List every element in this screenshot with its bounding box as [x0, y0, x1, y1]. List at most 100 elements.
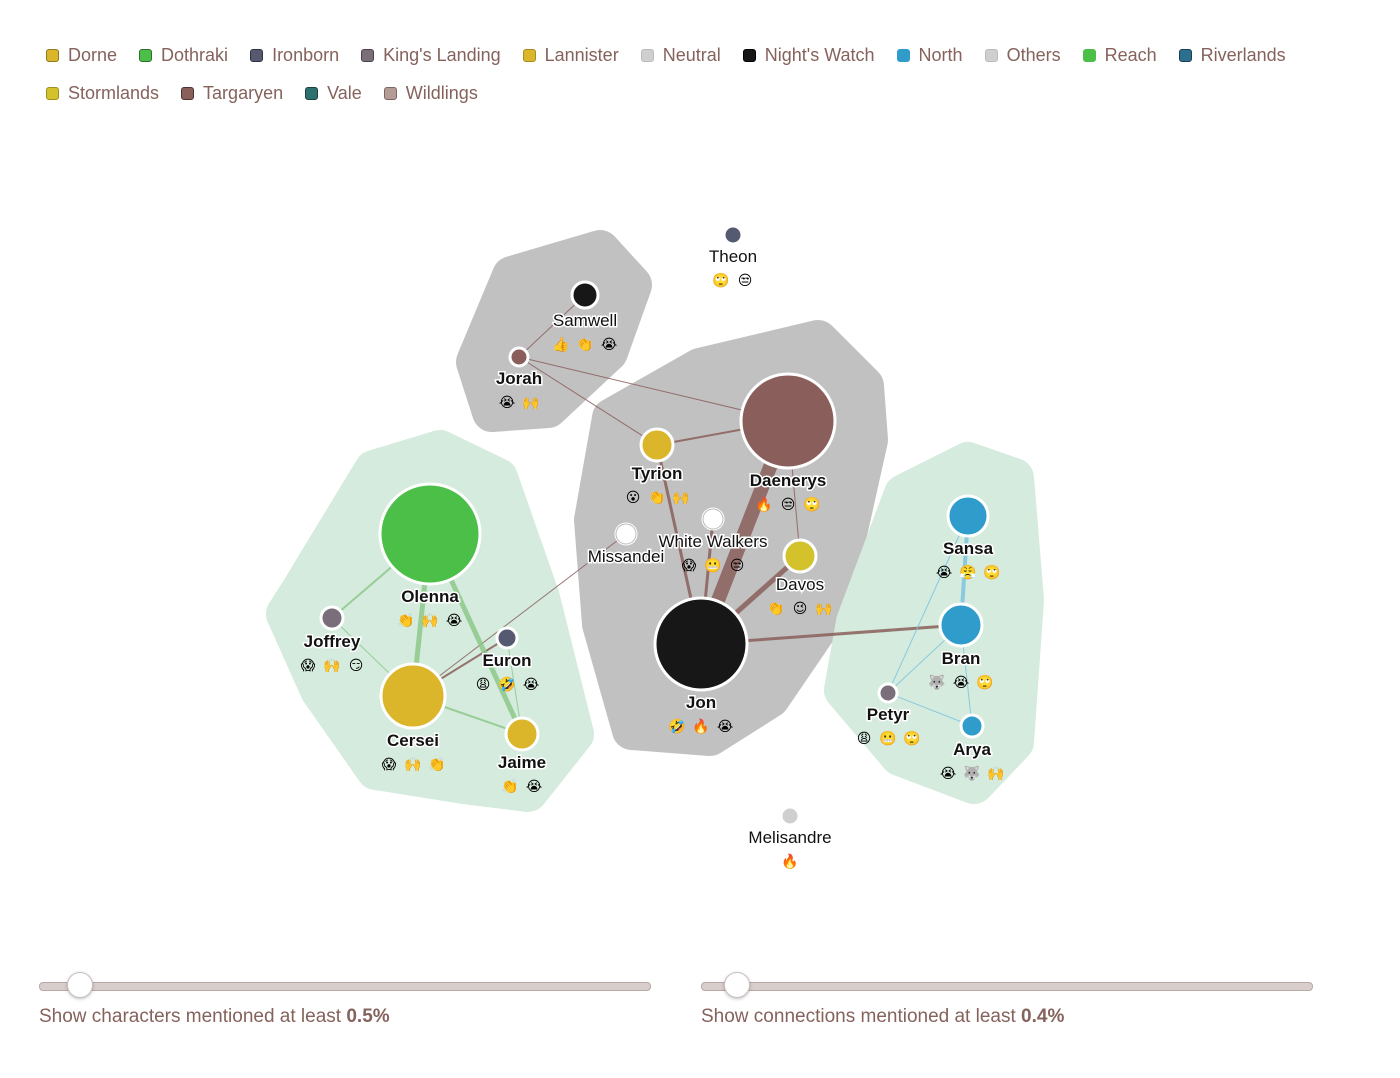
legend-item: Targaryen	[181, 82, 283, 104]
reaction-emoji: 🙌	[815, 600, 832, 617]
node-circle[interactable]	[495, 626, 519, 650]
reaction-emoji: 🔥	[781, 853, 798, 870]
edge-missandei-cersei	[412, 533, 627, 697]
node-missandei[interactable]: Missandei	[586, 522, 666, 568]
node-circle[interactable]	[938, 602, 984, 648]
reaction-emoji: 🙌	[323, 657, 340, 674]
reaction-emoji: 🙌	[522, 394, 539, 411]
reaction-emoji: 🙌	[987, 765, 1004, 782]
legend-label: Vale	[327, 83, 362, 103]
node-sansa[interactable]: Sansa 😭 😤 🙄	[936, 494, 1001, 581]
reaction-emoji: 🙄	[983, 564, 1000, 581]
reaction-emoji: 🙌	[672, 489, 689, 506]
node-circle[interactable]	[959, 713, 985, 739]
legend-label: Reach	[1104, 45, 1157, 65]
node-label: Jorah	[496, 369, 542, 388]
node-davos[interactable]: Davos 👏 😉 🙌	[767, 538, 833, 617]
node-circle[interactable]	[508, 346, 530, 368]
reaction-emoji: 🐺	[963, 765, 981, 782]
legend-swatch	[896, 48, 910, 62]
node-tyrion[interactable]: Tyrion 😮 👏 🙌	[626, 427, 690, 506]
node-joffrey[interactable]: Joffrey 😱 🙌 😏	[301, 605, 364, 674]
node-label: Arya	[953, 740, 991, 759]
legend-swatch	[46, 48, 59, 62]
node-circle[interactable]	[378, 482, 482, 586]
legend-label: Riverlands	[1200, 45, 1286, 65]
node-jon[interactable]: Jon🤣 🔥 😭	[653, 596, 749, 735]
reaction-emoji: 🙄	[803, 496, 820, 513]
reaction-emoji: 🙄	[903, 730, 920, 747]
reaction-emoji: 🤣	[667, 718, 685, 735]
node-bran[interactable]: Bran 🐺 😭 🙄	[928, 602, 994, 691]
node-circle[interactable]	[570, 280, 600, 310]
node-petyr[interactable]: Petyr 😩 😬 🙄	[857, 682, 921, 747]
node-circle[interactable]	[739, 372, 837, 470]
reaction-emoji: 🙄	[712, 272, 729, 289]
reaction-emoji: 🐺	[928, 674, 946, 691]
legend-item: Dothraki	[139, 44, 228, 66]
node-circle[interactable]	[877, 682, 899, 704]
slider-value: 0.5%	[346, 1006, 390, 1027]
legend-swatch	[1082, 48, 1096, 62]
node-jaime[interactable]: Jaime 👏 😭	[496, 716, 548, 795]
reaction-emoji: 🤣	[497, 676, 515, 693]
node-euron[interactable]: Euron 😩 🤣 😭	[476, 626, 539, 693]
slider-thumb[interactable]	[724, 972, 751, 998]
legend-item: Ironborn	[250, 44, 339, 66]
reaction-emoji: 🔥	[692, 718, 709, 735]
node-circle[interactable]	[782, 538, 818, 574]
node-circle[interactable]	[653, 596, 749, 692]
node-label: Samwell	[553, 311, 617, 330]
node-samwell[interactable]: Samwell 👍 👏 😭	[551, 280, 619, 353]
reaction-emoji: 😭	[526, 779, 542, 795]
legend-swatch	[742, 48, 756, 62]
edge-petyr-arya	[887, 692, 973, 727]
node-melisandre[interactable]: Melisandre 🔥	[747, 805, 833, 870]
reaction-emoji: 😒	[730, 558, 745, 574]
node-cersei[interactable]: Cersei 😱 🙌 👏	[379, 662, 447, 773]
legend-swatch	[46, 86, 59, 100]
slider-track[interactable]	[701, 982, 1313, 991]
reaction-emoji: 😱	[382, 757, 397, 773]
edge-jorah-tyrion	[518, 356, 658, 446]
node-label: Davos	[776, 575, 824, 594]
reaction-emoji: 👏	[576, 336, 593, 353]
legend-swatch	[250, 48, 264, 62]
slider-caption: Show characters mentioned at least 0.5%	[39, 1006, 390, 1028]
reaction-emoji: 😭	[523, 677, 539, 693]
node-jorah[interactable]: Jorah 😭 🙌	[494, 346, 544, 411]
node-label: Jaime	[498, 753, 546, 772]
node-white_walkers[interactable]: White Walkers 😱 😬 😒	[657, 507, 769, 574]
slider-caption-prefix: Show characters mentioned at least	[39, 1006, 347, 1027]
reaction-emoji: 😱	[301, 658, 316, 674]
node-circle[interactable]	[639, 427, 675, 463]
slider-thumb[interactable]	[67, 972, 94, 998]
reaction-emoji: 😬	[879, 730, 896, 747]
reaction-emoji: 😭	[601, 337, 617, 353]
node-arya[interactable]: Arya 😭 🐺 🙌	[940, 713, 1005, 782]
node-theon[interactable]: Theon 🙄 😒	[707, 224, 759, 289]
node-circle[interactable]	[722, 224, 744, 246]
legend-label: Night's Watch	[764, 45, 875, 65]
node-label: Petyr	[867, 705, 910, 724]
legend-swatch	[305, 86, 319, 100]
legend-swatch	[640, 48, 654, 62]
node-olenna[interactable]: Olenna 👏 🙌 😭	[378, 482, 482, 629]
reaction-emoji: 😭	[936, 565, 952, 581]
legend-label: Stormlands	[68, 83, 160, 103]
node-label: Euron	[482, 651, 531, 670]
slider-track[interactable]	[39, 982, 651, 991]
node-label: Cersei	[387, 731, 439, 750]
reaction-emoji: 😭	[499, 395, 515, 411]
legend-item: Night's Watch	[742, 44, 875, 66]
node-circle[interactable]	[779, 805, 801, 827]
node-circle[interactable]	[946, 494, 990, 538]
network-graph: Theon 🙄 😒 Samwell 👍 👏 😭 Jorah 😭 🙌 Daenerys 🔥 😒 🙄 Tyrio…	[266, 224, 1044, 870]
reaction-emoji: 👍	[552, 336, 569, 353]
node-circle[interactable]	[319, 605, 345, 631]
node-circle[interactable]	[504, 716, 540, 752]
node-daenerys[interactable]: Daenerys 🔥 😒 🙄	[739, 372, 837, 513]
node-circle[interactable]	[379, 662, 447, 730]
edge-samwell-jorah	[518, 294, 586, 358]
reaction-emoji: 😒	[738, 273, 753, 289]
